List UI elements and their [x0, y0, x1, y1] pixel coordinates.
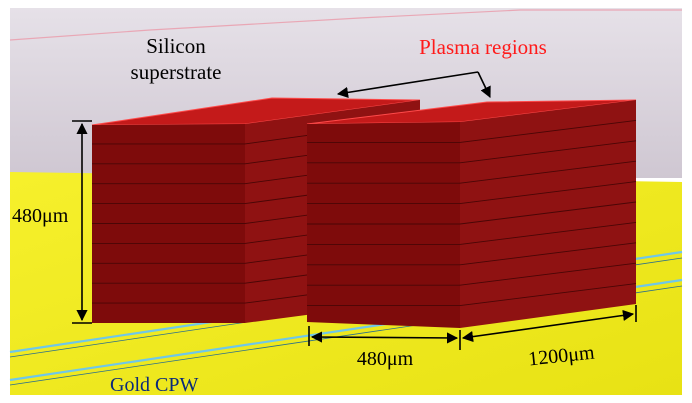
- plasma-arrow-left: [336, 71, 479, 98]
- height-label: 480μm: [12, 205, 69, 227]
- plasma-block-right-side-layer-line: [459, 181, 637, 205]
- width-label: 480μm: [357, 348, 414, 370]
- plasma-pointer-arrows: [336, 71, 491, 99]
- length-dimension: [461, 305, 637, 343]
- width-dimension: [308, 326, 461, 350]
- plasma-block-right-side-layer-line: [459, 221, 637, 245]
- plasma-block-right-side-layer-line: [459, 262, 637, 286]
- plasma-block-right-side-layer-line: [459, 201, 637, 225]
- plasma-block-right-side-layer-line: [459, 140, 637, 164]
- plasma-block-right-front: [307, 122, 460, 328]
- plasma-block-right-side-layer-line: [459, 283, 637, 307]
- plasma-arrow-right: [477, 71, 491, 99]
- plasma-block-right-side: [460, 100, 636, 328]
- plasma-block-right-side-layer-line: [459, 242, 637, 266]
- superstrate-edge-line: [9, 9, 682, 41]
- height-dimension: [72, 120, 92, 324]
- superstrate-label-line1: Silicon: [146, 34, 206, 58]
- plasma-block-right-side-layer-line: [459, 119, 637, 143]
- plasma-regions-label: Plasma regions: [419, 35, 547, 59]
- plasma-block-right: [306, 99, 637, 328]
- gold-cpw-label: Gold CPW: [110, 374, 198, 396]
- plasma-block-right-side-layer-line: [459, 160, 637, 184]
- superstrate-label-line2: superstrate: [131, 60, 222, 84]
